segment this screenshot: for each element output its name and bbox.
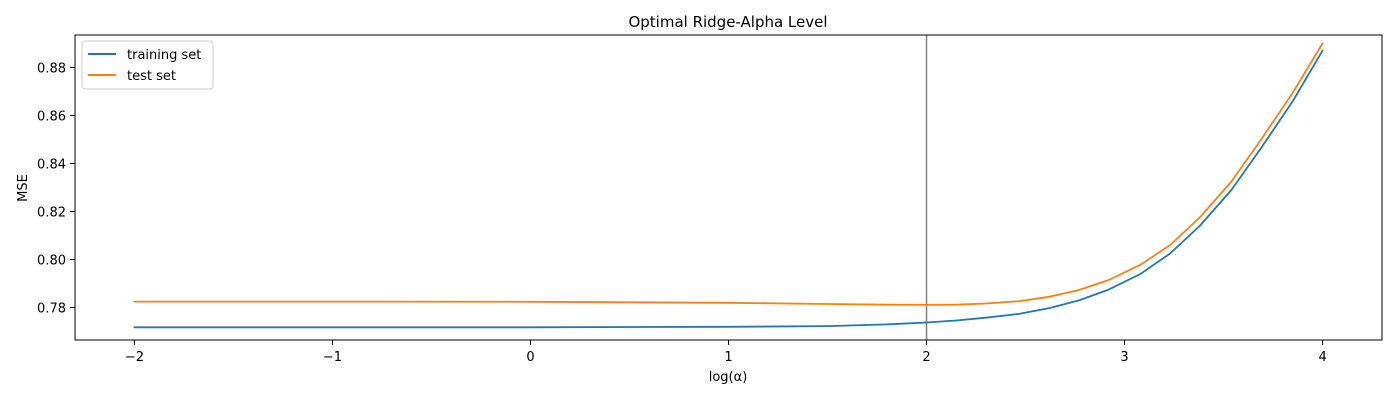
series-line-test-set — [133, 42, 1324, 306]
y-tick-label: 0.84 — [37, 157, 66, 172]
x-axis: −2 −1 0 1 2 3 4 — [125, 340, 1327, 365]
x-axis-label: log(α) — [709, 370, 748, 385]
legend-label-test-set: test set — [127, 69, 176, 84]
x-tick-label: 3 — [1120, 350, 1128, 365]
x-tick-label: 4 — [1318, 350, 1326, 365]
plot-area — [74, 34, 1383, 341]
y-tick-label: 0.78 — [37, 302, 66, 317]
legend: training set test set — [81, 40, 214, 90]
x-tick-label: −2 — [125, 350, 144, 365]
x-tick-label: 0 — [526, 350, 534, 365]
y-tick-label: 0.80 — [37, 254, 66, 269]
y-axis: 0.78 0.80 0.82 0.84 0.86 0.88 — [37, 61, 75, 317]
y-tick-label: 0.82 — [37, 206, 66, 221]
chart-title: Optimal Ridge-Alpha Level — [628, 13, 827, 31]
series-lines — [133, 42, 1324, 329]
y-tick-label: 0.88 — [37, 61, 66, 76]
series-line-training-set — [133, 49, 1324, 329]
x-tick-label: 2 — [922, 350, 930, 365]
y-tick-label: 0.86 — [37, 109, 66, 124]
x-tick-label: 1 — [724, 350, 732, 365]
plot-frame — [74, 34, 1383, 341]
x-tick-label: −1 — [323, 350, 342, 365]
legend-label-training-set: training set — [127, 48, 201, 63]
y-axis-label: MSE — [16, 174, 31, 202]
